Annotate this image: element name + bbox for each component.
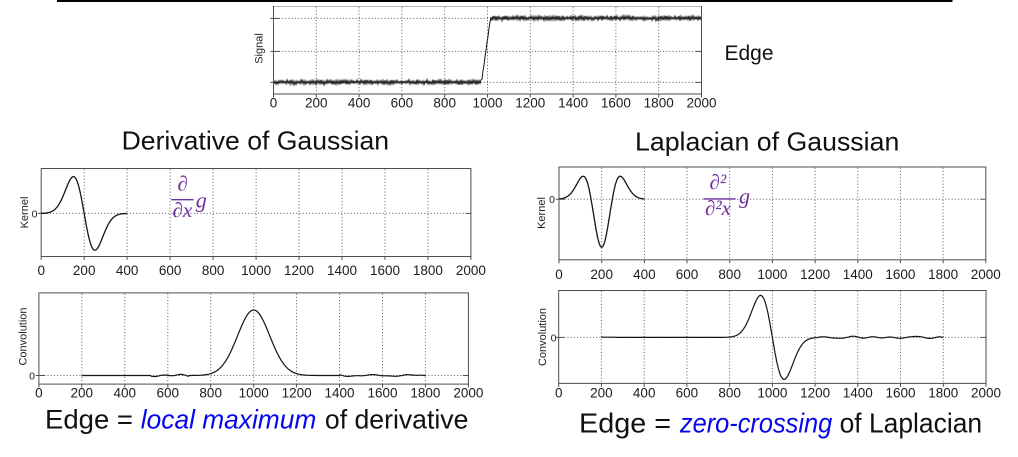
- svg-text:1000: 1000: [241, 263, 271, 278]
- svg-text:2000: 2000: [971, 385, 1001, 400]
- svg-text:600: 600: [391, 96, 414, 111]
- svg-text:∂: ∂: [178, 172, 188, 196]
- svg-text:1400: 1400: [558, 96, 588, 111]
- svg-text:0: 0: [32, 208, 38, 220]
- svg-text:400: 400: [114, 386, 137, 401]
- svg-text:∂²x: ∂²x: [705, 196, 732, 220]
- svg-text:800: 800: [199, 386, 222, 401]
- svg-text:200: 200: [71, 386, 94, 401]
- svg-text:1600: 1600: [370, 263, 400, 278]
- svg-text:Signal: Signal: [254, 33, 266, 64]
- svg-text:1200: 1200: [282, 386, 312, 401]
- svg-text:1200: 1200: [284, 263, 314, 278]
- svg-text:1200: 1200: [515, 96, 545, 111]
- svg-text:400: 400: [633, 385, 656, 400]
- svg-text:2000: 2000: [456, 263, 486, 278]
- svg-text:∂x: ∂x: [172, 198, 192, 222]
- svg-text:Edge =: Edge =: [579, 407, 671, 438]
- svg-text:1600: 1600: [885, 385, 915, 400]
- svg-text:Convolution: Convolution: [18, 307, 30, 365]
- svg-text:Derivative of Gaussian: Derivative of Gaussian: [122, 128, 390, 156]
- svg-text:1600: 1600: [367, 386, 397, 401]
- svg-text:1800: 1800: [644, 96, 674, 111]
- svg-text:0: 0: [37, 263, 45, 278]
- svg-text:400: 400: [116, 263, 139, 278]
- svg-text:1800: 1800: [413, 263, 443, 278]
- svg-text:0: 0: [270, 96, 278, 111]
- svg-text:0: 0: [555, 385, 563, 400]
- svg-text:Edge: Edge: [725, 42, 774, 65]
- svg-text:200: 200: [590, 385, 613, 400]
- svg-text:1600: 1600: [601, 96, 631, 111]
- svg-text:1400: 1400: [843, 267, 873, 282]
- svg-text:Laplacian of Gaussian: Laplacian of Gaussian: [635, 129, 899, 157]
- svg-text:1000: 1000: [757, 385, 787, 400]
- svg-text:1400: 1400: [843, 385, 873, 400]
- svg-text:600: 600: [676, 267, 699, 282]
- svg-text:200: 200: [305, 96, 328, 111]
- svg-text:1000: 1000: [757, 267, 787, 282]
- svg-text:200: 200: [590, 267, 613, 282]
- svg-text:1800: 1800: [928, 385, 958, 400]
- svg-text:g: g: [739, 184, 750, 209]
- svg-text:1800: 1800: [410, 386, 440, 401]
- svg-text:1800: 1800: [928, 267, 958, 282]
- svg-text:1600: 1600: [885, 267, 915, 282]
- svg-text:600: 600: [676, 385, 699, 400]
- svg-text:Kernel: Kernel: [19, 197, 31, 229]
- svg-text:2000: 2000: [686, 96, 716, 111]
- svg-text:2000: 2000: [971, 267, 1001, 282]
- svg-text:0: 0: [29, 370, 35, 382]
- svg-text:1200: 1200: [800, 385, 830, 400]
- svg-text:of derivative: of derivative: [325, 405, 469, 435]
- svg-text:800: 800: [718, 385, 741, 400]
- svg-text:1000: 1000: [472, 96, 502, 111]
- svg-text:Convolution: Convolution: [537, 308, 549, 366]
- svg-text:1000: 1000: [239, 386, 269, 401]
- svg-text:∂²: ∂²: [710, 170, 727, 194]
- svg-text:400: 400: [633, 267, 656, 282]
- svg-text:600: 600: [157, 386, 180, 401]
- svg-text:400: 400: [348, 96, 371, 111]
- svg-text:200: 200: [73, 263, 96, 278]
- svg-text:0: 0: [551, 332, 557, 344]
- svg-text:1200: 1200: [800, 267, 830, 282]
- svg-text:0: 0: [549, 194, 555, 206]
- svg-text:2000: 2000: [453, 386, 483, 401]
- svg-text:g: g: [196, 187, 207, 212]
- svg-text:1400: 1400: [327, 263, 357, 278]
- svg-text:1400: 1400: [324, 386, 354, 401]
- svg-text:800: 800: [433, 96, 456, 111]
- svg-text:of Laplacian: of Laplacian: [840, 407, 983, 438]
- svg-text:zero-crossing: zero-crossing: [679, 407, 833, 438]
- svg-text:local maximum: local maximum: [141, 405, 316, 435]
- svg-text:600: 600: [159, 263, 182, 278]
- svg-text:Edge =: Edge =: [45, 405, 133, 435]
- svg-text:0: 0: [555, 267, 563, 282]
- svg-text:Kernel: Kernel: [536, 197, 548, 229]
- svg-text:800: 800: [202, 263, 225, 278]
- svg-text:0: 0: [35, 386, 43, 401]
- svg-text:800: 800: [718, 267, 741, 282]
